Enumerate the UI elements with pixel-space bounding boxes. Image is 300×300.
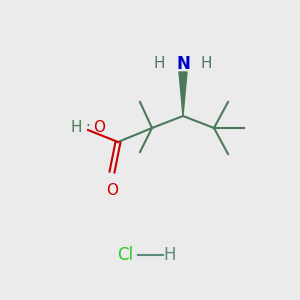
Text: O: O: [106, 183, 118, 198]
Text: H: H: [70, 119, 82, 134]
Text: H: H: [164, 246, 176, 264]
Text: O: O: [93, 119, 105, 134]
Polygon shape: [179, 72, 187, 116]
Text: ·: ·: [85, 119, 90, 134]
Text: Cl: Cl: [117, 246, 133, 264]
Text: N: N: [176, 55, 190, 73]
Text: H: H: [154, 56, 165, 71]
Text: H: H: [200, 56, 212, 71]
